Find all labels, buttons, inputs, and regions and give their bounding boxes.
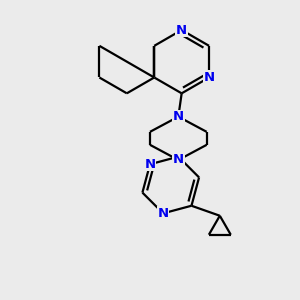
- Text: N: N: [173, 110, 184, 123]
- Text: N: N: [203, 71, 215, 84]
- Text: N: N: [144, 158, 156, 171]
- Text: N: N: [158, 207, 169, 220]
- Text: N: N: [173, 154, 184, 166]
- Text: N: N: [176, 23, 187, 37]
